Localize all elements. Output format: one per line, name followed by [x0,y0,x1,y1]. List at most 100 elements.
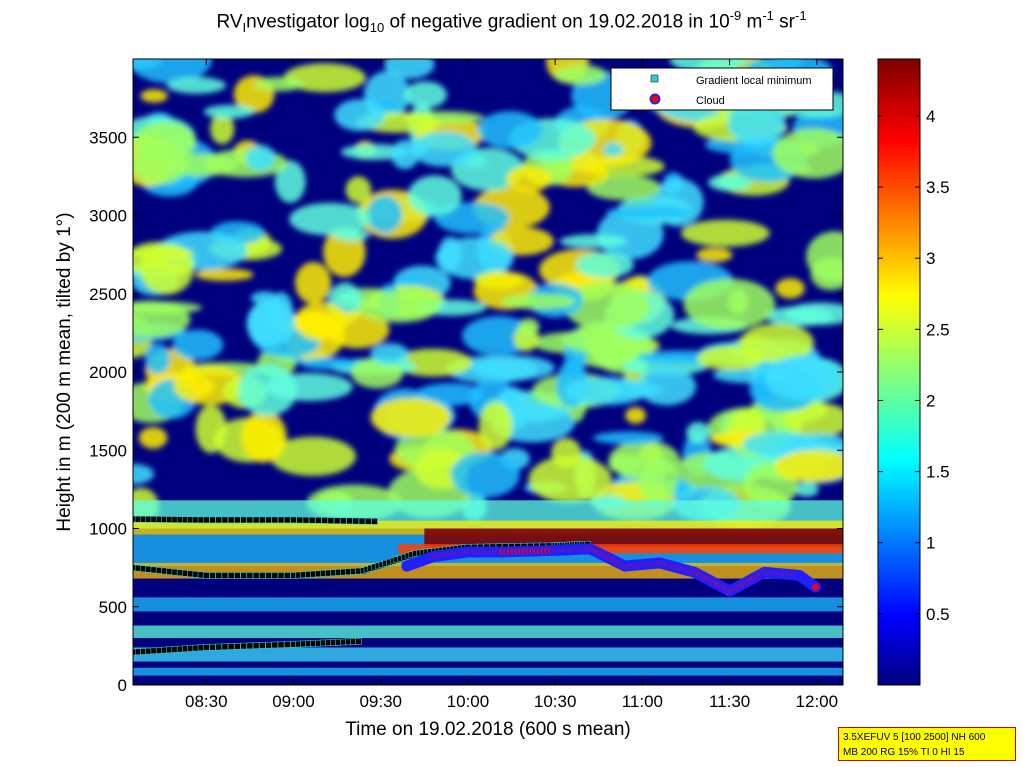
x-tick-label: 08:30 [185,692,228,711]
gradient-min-marker [215,516,223,524]
gradient-min-marker [259,642,266,649]
y-tick-label: 3000 [89,207,127,226]
heatmap-band [133,667,843,676]
gradient-min-marker [271,516,279,524]
heatmap-blob [144,343,170,374]
gradient-min-marker [354,638,362,645]
legend-label-cloud: Cloud [696,95,725,107]
gradient-min-marker [209,572,216,579]
heatmap-blob [810,257,843,291]
gradient-min-marker [246,642,254,650]
gradient-min-marker [215,572,223,579]
heatmap-band-red [398,544,843,554]
gradient-min-marker [271,572,279,579]
heatmap-blob [295,261,332,304]
y-tick-label: 3500 [89,128,127,147]
heatmap-blob [203,104,255,119]
heatmap-blob [563,281,650,331]
gradient-min-marker [277,641,285,649]
x-axis-label: Time on 19.02.2018 (600 s mean) [345,719,631,740]
colorbar-ticks: 0.5 1 1.5 2 2.5 3 3.5 4 [878,107,950,624]
heatmap-blob [133,142,189,185]
colorbar-tick-label: 1.5 [926,463,950,482]
heatmap-blob [166,76,226,94]
heatmap-blob [410,131,477,167]
cloud-marker [810,581,822,593]
colorbar: 0.5 1 1.5 2 2.5 3 3.5 4 [877,58,950,686]
heatmap-blob [358,290,440,323]
gradient-min-marker [277,572,285,579]
colorbar-tick-label: 2.5 [926,320,950,339]
info-line-1: 3.5XEFUV 5 [100 2500] NH 600 [843,732,986,743]
gradient-min-marker [209,643,216,651]
gradient-min-marker [352,517,360,525]
gradient-min-marker [308,516,316,524]
colorbar-tick-label: 3 [926,249,935,268]
gradient-min-marker [252,642,260,649]
heatmap-blob [586,175,661,201]
gradient-min-marker [240,516,247,524]
gradient-min-marker [283,572,291,579]
legend: Gradient local minimum Cloud [610,67,834,111]
heatmap-blob [435,237,514,280]
gradient-min-marker [265,572,272,579]
heatmap-blob [765,306,833,327]
heatmap-blob [708,174,752,192]
heatmap-blob [680,219,770,247]
heatmap-blob [366,195,403,234]
heatmap-blob [528,455,612,504]
heatmap-blob [764,355,841,400]
gradient-min-marker [271,641,279,649]
heatmap-blob [606,206,692,219]
heatmap-blob [625,407,646,424]
heatmap-blob [133,247,194,260]
heatmap-blob [210,113,235,145]
info-box: 3.5XEFUV 5 [100 2500] NH 600 MB 200 RG 1… [838,727,1016,761]
heatmap-blob [742,431,819,457]
marker-layer [133,515,822,656]
heatmap-blobs [133,59,843,528]
legend-marker-gradient [650,74,659,83]
x-tick-label: 12:00 [796,692,839,711]
heatmap-blob [781,402,843,438]
heatmap-blob [772,128,843,179]
heatmap-blob [283,63,366,93]
heatmap-blob [477,111,543,149]
heatmap-blob [172,329,224,361]
gradient-min-marker [227,572,235,579]
heatmap-blob [294,301,347,342]
heatmap-blob [501,293,576,310]
colorbar-gradient [877,58,921,686]
x-tick-label: 11:30 [709,692,750,711]
heatmap-blob [653,178,704,227]
heatmap-blob [269,436,356,476]
colorbar-tick-label: 0.5 [926,605,950,624]
heatmap-blob [775,278,805,299]
heatmap-blob [195,404,227,454]
gradient-min-marker [315,517,322,524]
x-axis: 08:30 09:00 09:30 10:00 10:30 11:00 11:30 12:00 [185,59,838,711]
heatmap-blob [727,99,786,146]
heatmap-blob [241,410,287,463]
heatmap-band-high [424,528,843,548]
y-tick-label: 500 [99,598,127,617]
heatmap-blob [133,301,203,314]
heatmap-blob [404,81,448,109]
heatmap-blob [370,343,409,365]
heatmap-band [133,597,843,612]
gradient-min-marker [302,516,310,524]
gradient-min-marker [227,516,235,524]
heatmap-blob [245,144,276,171]
heatmap-blob [289,202,371,236]
heatmap-blob [415,383,485,406]
gradient-min-marker [277,516,285,524]
gradient-min-marker [221,516,229,524]
heatmap-blob [564,377,648,406]
heatmap-blob [246,299,296,348]
legend-box [610,67,834,111]
heatmap-blob [370,397,451,438]
gradient-min-marker [321,517,328,524]
gradient-min-marker [358,517,366,525]
gradient-min-marker [283,516,291,524]
gradient-min-marker [333,517,341,524]
